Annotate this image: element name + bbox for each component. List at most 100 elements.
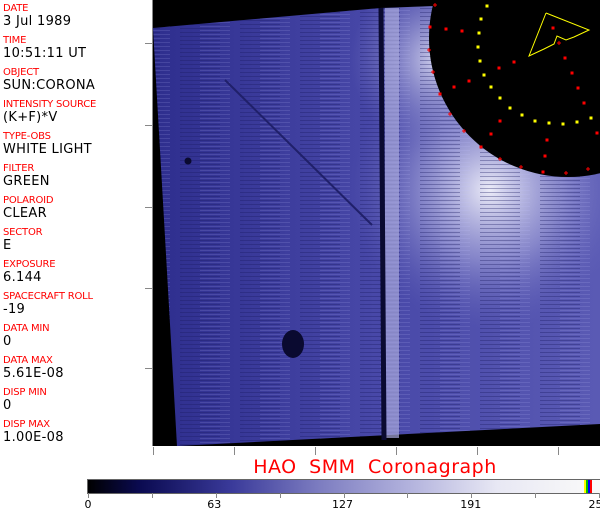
colorbar-end-swatch [584,480,586,493]
field-label: DISP MAX [3,419,50,430]
yellow-marker [575,120,579,124]
axis-tick [396,447,397,455]
axis-tick [145,288,152,289]
field-spacecraft-roll: SPACECRAFT ROLL -19 [3,291,93,317]
red-marker [498,119,502,123]
yellow-marker [547,121,551,125]
field-value: CLEAR [3,206,47,221]
field-label: POLAROID [3,195,54,206]
red-marker [467,79,471,83]
axis-tick [558,447,559,455]
field-disp-max: DISP MAX 1.00E-08 [3,419,64,445]
colorbar-tick [343,493,345,498]
field-value: 5.61E-08 [3,366,64,381]
axis-tick [315,447,316,455]
cross-marker [498,157,502,161]
pylon-marker-outline [528,12,591,57]
axis-tick [153,447,154,455]
field-time: TIME 10:51:11 UT [3,35,86,61]
red-marker [489,132,493,136]
cross-marker [519,165,523,169]
red-marker [551,26,555,30]
cross-marker [433,3,437,7]
field-value: 0 [3,398,12,413]
field-intensity-source: INTENSITY SOURCE (K+F)*V [3,99,96,125]
field-label: DISP MIN [3,387,47,398]
red-marker [444,27,448,31]
colorbar-label: 255 [588,498,600,511]
field-label: TIME [3,35,27,46]
colorbar-tick [535,493,537,498]
red-marker [438,92,442,96]
cross-marker [586,167,590,171]
colorbar-tick [471,493,473,498]
field-filter: FILTER GREEN [3,163,50,189]
axis-tick [477,447,478,455]
dust-spot [282,330,304,358]
yellow-marker [520,113,524,117]
field-value: 6.144 [3,270,42,285]
field-value: SUN:CORONA [3,78,96,93]
yellow-marker [498,96,502,100]
axis-tick [145,125,152,126]
cross-marker [557,41,561,45]
bright-strip [385,8,399,438]
field-label: TYPE-OBS [3,131,51,142]
red-marker [479,145,483,149]
axis-tick [145,43,152,44]
coordinate-overlay [427,3,599,175]
field-date: DATE 3 Jul 1989 [3,3,71,29]
red-marker [452,85,456,89]
field-label: FILTER [3,163,35,174]
cross-marker [564,171,568,175]
occulter-disk [429,0,600,177]
field-value: 3 Jul 1989 [3,14,72,29]
red-marker [595,131,599,135]
header-info-panel: DATE 3 Jul 1989 TIME 10:51:11 UT OBJECT SUN:C… [0,0,153,446]
field-data-max: DATA MAX 5.61E-08 [3,355,64,381]
field-label: DATA MAX [3,355,53,366]
cross-marker [427,48,431,52]
colorbar-label: 191 [460,498,482,511]
field-disp-min: DISP MIN 0 [3,387,47,413]
red-marker [582,101,586,105]
yellow-marker [477,31,481,35]
checker-marker [482,73,486,77]
field-exposure: EXPOSURE 6.144 [3,259,56,285]
yellow-marker [508,106,512,110]
yellow-marker [561,122,565,126]
plot-title: HAO SMM Coronagraph [253,456,497,478]
field-value: 0 [3,334,12,349]
colorbar-label: 127 [331,498,353,511]
field-value: E [3,238,12,253]
yellow-marker [485,4,489,8]
yellow-marker [476,45,480,49]
field-value: (K+F)*V [3,110,58,125]
field-label: OBJECT [3,67,39,78]
colorbar-end-swatch [586,480,588,493]
diagonal-streak [224,79,373,226]
red-marker [512,60,516,64]
red-marker [576,86,580,90]
red-marker [545,138,549,142]
colorbar-tick [279,493,281,498]
colorbar [87,479,600,494]
axis-tick [234,447,235,455]
field-label: DATA MIN [3,323,50,334]
checker-marker [589,116,593,120]
field-label: INTENSITY SOURCE [3,99,97,110]
colorbar-tick [215,493,217,498]
axis-tick [145,207,152,208]
colorbar-end-swatch [588,480,590,493]
yellow-marker [478,59,482,63]
field-object: OBJECT SUN:CORONA [3,67,95,93]
red-marker [563,56,567,60]
red-marker [570,71,574,75]
field-label: DATE [3,3,29,14]
red-marker [497,66,501,70]
red-marker [541,170,545,174]
field-polaroid: POLAROID CLEAR [3,195,54,221]
colorbar-tick [151,493,153,498]
red-marker [543,154,547,158]
field-label: SPACECRAFT ROLL [3,291,93,302]
